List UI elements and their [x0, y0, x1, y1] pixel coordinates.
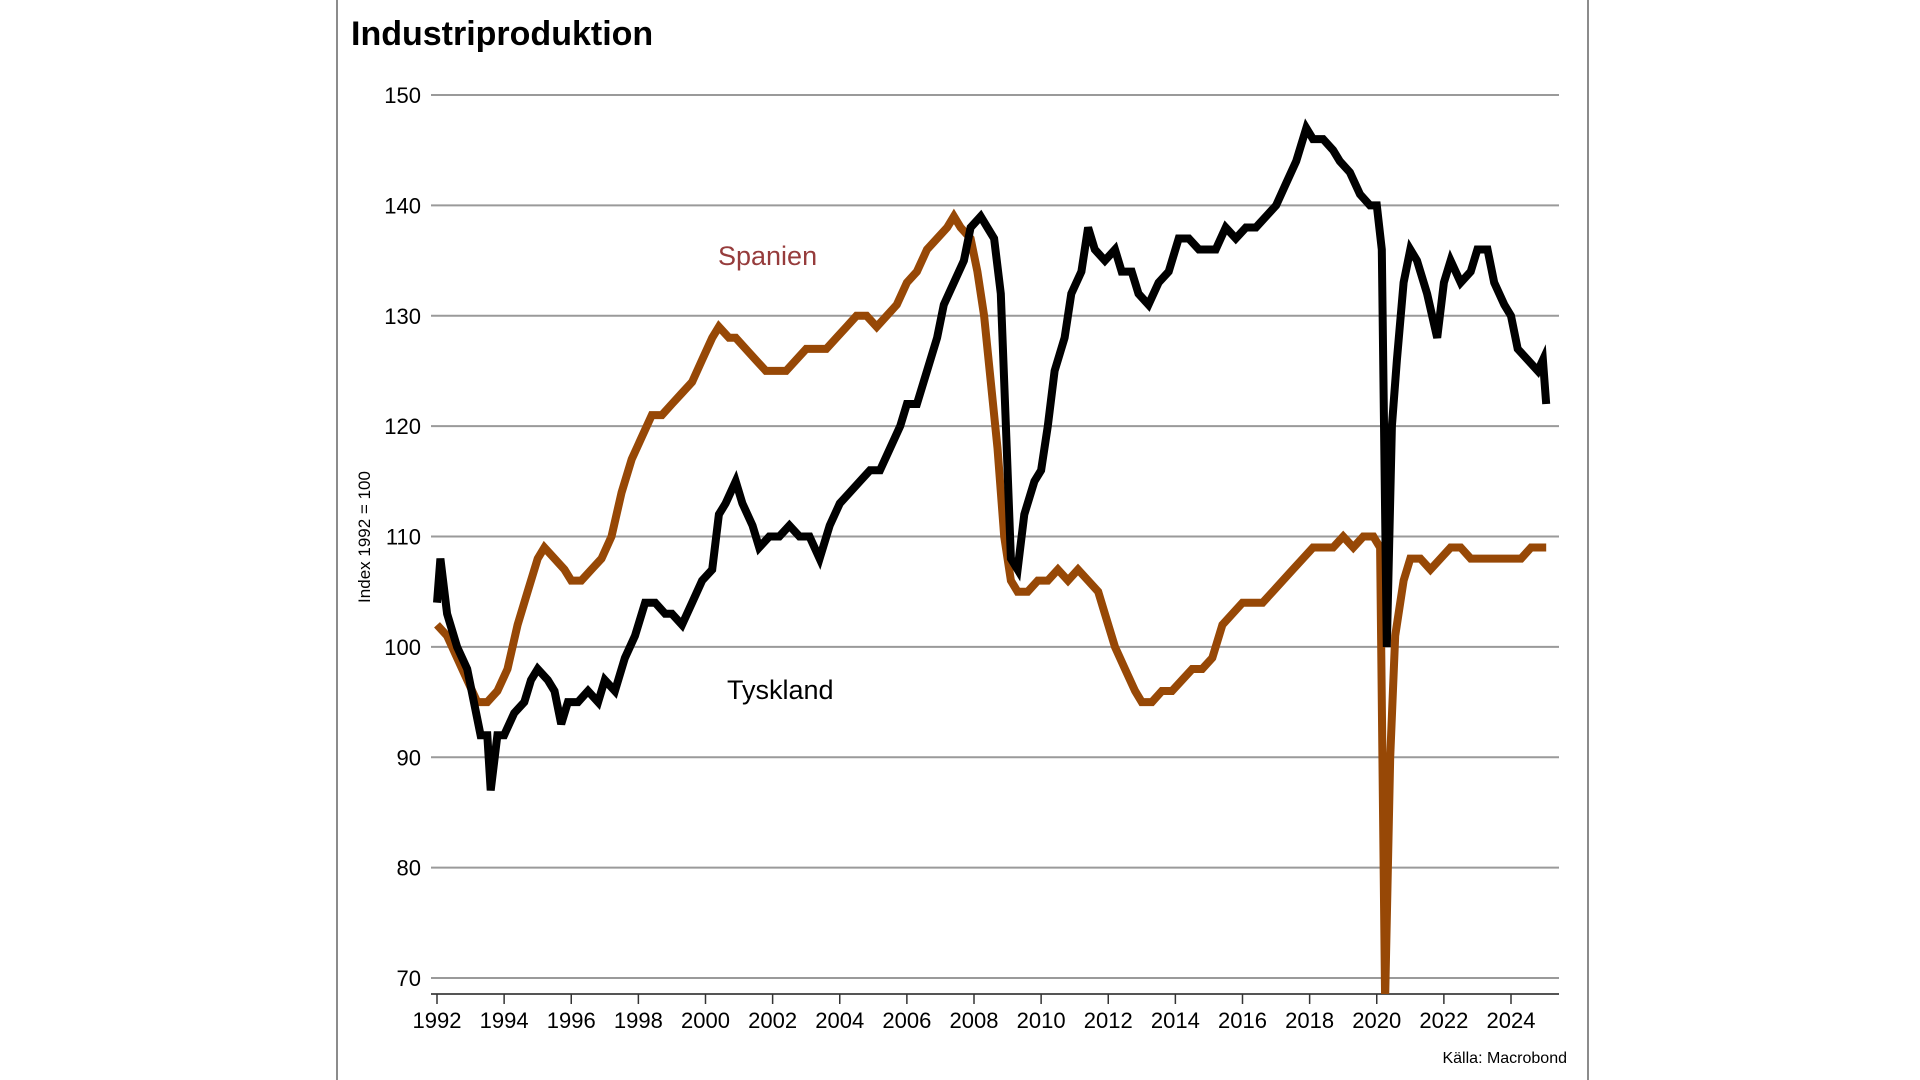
- series-line-spanien: [434, 208, 1547, 994]
- x-tick-label: 1992: [413, 1008, 462, 1033]
- y-tick-label: 70: [397, 966, 421, 991]
- y-tick-label: 90: [397, 745, 421, 770]
- x-tick-label: 2000: [681, 1008, 730, 1033]
- chart-title: Industriproduktion: [351, 15, 653, 53]
- x-tick-label: 2024: [1487, 1008, 1536, 1033]
- series-line-tyskland: [433, 118, 1551, 791]
- x-tick-label: 2022: [1419, 1008, 1468, 1033]
- y-tick-label: 150: [384, 83, 421, 108]
- x-tick-label: 2016: [1218, 1008, 1267, 1033]
- source-note: Källa: Macrobond: [1442, 1050, 1567, 1067]
- x-tick-label: 1996: [547, 1008, 596, 1033]
- y-tick-label: 110: [386, 525, 421, 550]
- x-tick-label: 2010: [1017, 1008, 1066, 1033]
- x-tick-label: 2020: [1352, 1008, 1401, 1033]
- left-frame-border: [336, 0, 338, 1080]
- y-tick-label: 80: [397, 856, 421, 881]
- series-label-spanien: Spanien: [718, 241, 817, 271]
- x-tick-label: 2014: [1151, 1008, 1200, 1033]
- x-tick-label: 2004: [815, 1008, 864, 1033]
- x-tick-label: 1994: [480, 1008, 529, 1033]
- x-tick-label: 1998: [614, 1008, 663, 1033]
- x-tick-label: 2018: [1285, 1008, 1334, 1033]
- x-tick-label: 2012: [1084, 1008, 1133, 1033]
- y-tick-label: 100: [384, 635, 421, 660]
- y-tick-label: 130: [384, 304, 421, 329]
- right-frame-border: [1587, 0, 1589, 1080]
- series-label-tyskland: Tyskland: [727, 675, 834, 705]
- y-tick-label: 140: [384, 193, 421, 218]
- y-tick-label: 120: [384, 414, 421, 439]
- x-tick-label: 2008: [950, 1008, 999, 1033]
- y-axis-title: Index 1992 = 100: [355, 471, 374, 603]
- x-tick-label: 2002: [748, 1008, 797, 1033]
- x-tick-label: 2006: [882, 1008, 931, 1033]
